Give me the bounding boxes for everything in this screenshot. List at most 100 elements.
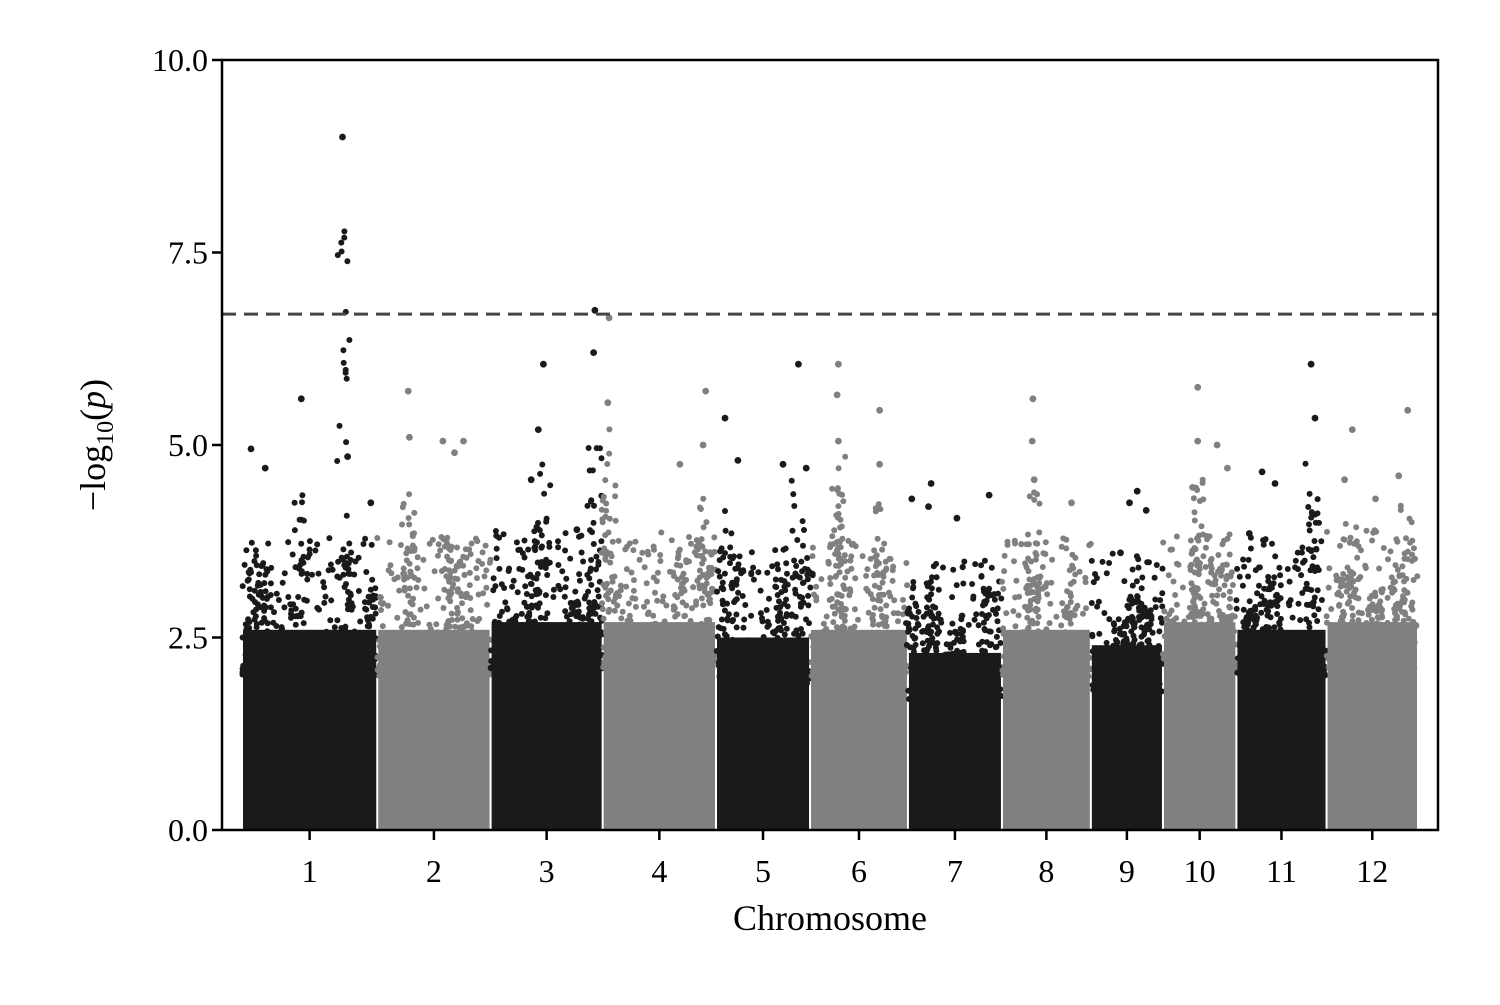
snp-point (781, 631, 788, 638)
snp-point (474, 575, 480, 582)
snp-point (1173, 533, 1180, 540)
snp-point (295, 673, 302, 679)
snp-point (1102, 686, 1109, 693)
snp-point (809, 668, 816, 675)
snp-point (559, 643, 566, 649)
snp-point (835, 665, 842, 672)
snp-point (709, 585, 715, 592)
snp-point (612, 482, 619, 489)
snp-point (362, 605, 369, 612)
snp-point (315, 570, 322, 577)
snp-point (295, 594, 302, 600)
snp-point (272, 637, 279, 644)
snp-point (1167, 635, 1173, 642)
snp-point (698, 620, 705, 627)
snp-point (700, 602, 707, 609)
snp-point (531, 544, 538, 551)
snp-point (1277, 664, 1284, 671)
snp-point (877, 606, 884, 613)
snp-point (733, 577, 740, 584)
snp-point (1140, 687, 1147, 694)
snp-point (950, 639, 957, 646)
snp-point (1159, 619, 1165, 626)
snp-point (1407, 656, 1414, 663)
snp-point (309, 571, 315, 578)
snp-point (1310, 554, 1317, 561)
snp-point (1090, 579, 1097, 586)
snp-point (595, 593, 602, 600)
snp-point (687, 642, 694, 649)
snp-point (300, 620, 307, 627)
snp-point (971, 616, 978, 623)
snp-point (451, 575, 458, 582)
snp-point (385, 602, 392, 609)
snp-point (448, 610, 455, 617)
snp-point (315, 632, 321, 639)
snp-point (1354, 554, 1361, 561)
snp-point (1394, 538, 1401, 545)
snp-point (651, 656, 658, 663)
snp-point (1167, 546, 1174, 553)
snp-point (750, 564, 757, 571)
snp-point (319, 672, 326, 679)
snp-point (1129, 566, 1136, 573)
snp-point (854, 670, 861, 677)
snp-point (972, 659, 979, 666)
snp-point (1295, 600, 1302, 607)
snp-point (886, 589, 892, 596)
snp-point (1252, 567, 1259, 574)
snp-point (1191, 517, 1198, 524)
snp-point (1171, 642, 1178, 648)
snp-point (1226, 588, 1233, 595)
snp-point (1394, 566, 1401, 573)
snp-point (1034, 491, 1040, 498)
snp-point (327, 561, 334, 568)
snp-point (791, 557, 798, 564)
snp-point (1292, 564, 1299, 571)
snp-point (790, 491, 797, 498)
snp-point (835, 514, 841, 521)
snp-point (988, 564, 995, 571)
snp-point (703, 580, 710, 587)
snp-peak-point (573, 526, 581, 534)
snp-point (1306, 624, 1313, 631)
snp-point (706, 628, 713, 635)
snp-peak-point (1224, 464, 1231, 472)
snp-point (687, 618, 694, 624)
snp-point (300, 553, 307, 560)
snp-point (576, 533, 582, 540)
snp-point (567, 662, 574, 669)
snp-point (1208, 569, 1215, 576)
snp-point (1236, 573, 1243, 580)
snp-point (1030, 644, 1037, 650)
snp-point (1381, 627, 1388, 634)
snp-point (1265, 578, 1272, 585)
snp-point (1010, 608, 1017, 615)
snp-peak-point (261, 464, 269, 472)
snp-point (833, 655, 840, 662)
snp-point (268, 672, 275, 679)
snp-point (1247, 641, 1254, 648)
snp-point (1404, 548, 1411, 555)
snp-point (683, 602, 690, 609)
snp-point (397, 542, 404, 548)
snp-point (827, 544, 833, 551)
snp-point (1011, 537, 1018, 544)
snp-point (833, 562, 839, 569)
snp-point (605, 608, 612, 615)
snp-peak-point (1341, 476, 1348, 484)
snp-point (672, 650, 679, 657)
snp-point (899, 658, 906, 665)
snp-point (725, 611, 732, 618)
snp-point (759, 615, 765, 622)
snp-point (258, 563, 265, 569)
snp-point (1297, 654, 1304, 661)
snp-point (782, 587, 789, 594)
snp-point (838, 605, 845, 612)
snp-point (591, 502, 597, 509)
snp-point (856, 639, 863, 646)
snp-point (1076, 568, 1083, 575)
snp-point (1354, 665, 1361, 672)
snp-point (433, 621, 440, 628)
snp-point (399, 521, 405, 528)
